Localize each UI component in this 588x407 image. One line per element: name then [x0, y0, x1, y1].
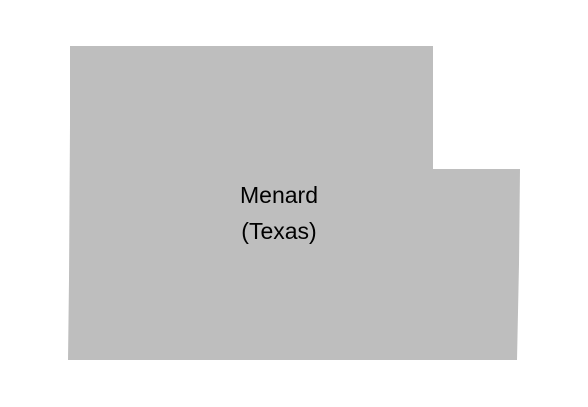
menard-county-shape[interactable]: [68, 46, 520, 360]
county-state-label: (Texas): [241, 218, 316, 244]
county-name-label: Menard: [240, 182, 318, 208]
